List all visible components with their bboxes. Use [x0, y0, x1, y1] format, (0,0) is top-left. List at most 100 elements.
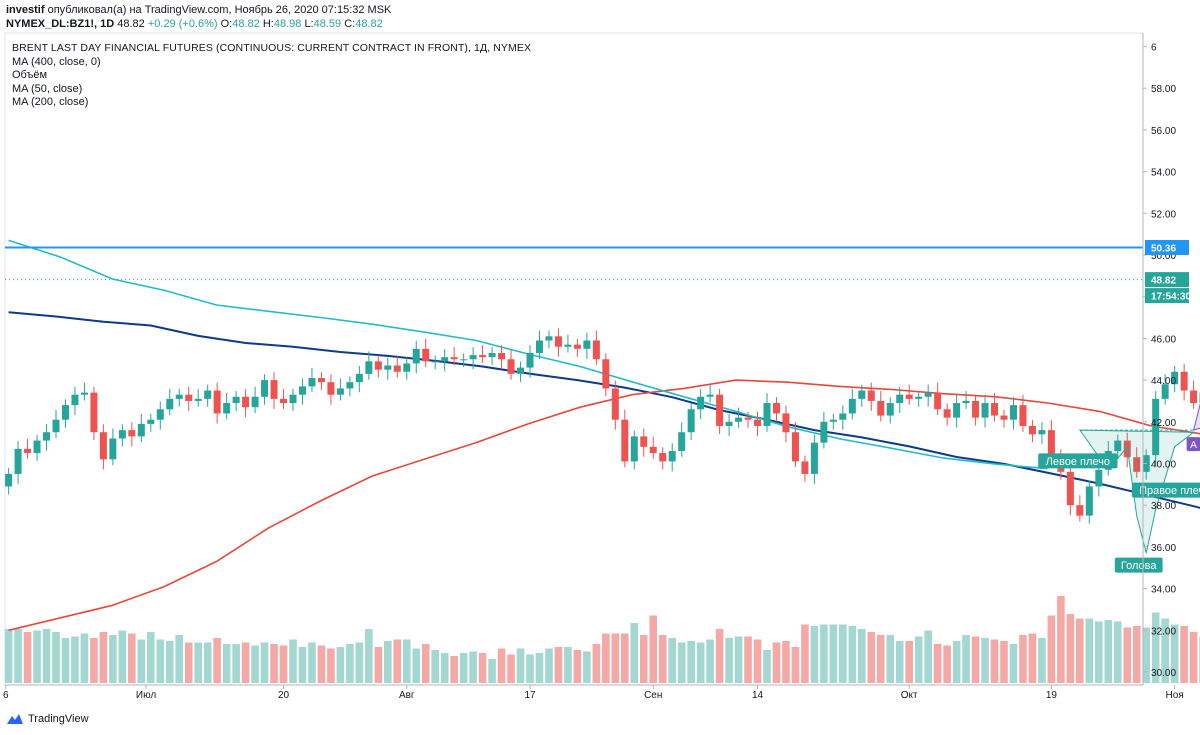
candle: [1161, 374, 1169, 405]
label-head: Голова: [1114, 557, 1163, 573]
volume-bar: [52, 632, 60, 683]
last-price-badge-bg: [1145, 272, 1189, 288]
candle-body: [261, 380, 269, 397]
legend-volume[interactable]: Объём: [12, 69, 48, 81]
volume-bar: [611, 633, 620, 683]
volume-bar: [488, 659, 496, 683]
volume-bar: [232, 644, 240, 683]
candle: [934, 382, 942, 416]
volume-bar: [109, 635, 117, 683]
candle-body: [365, 361, 373, 374]
published-text: опубликовал(а) на TradingView.com, Ноябр…: [47, 4, 392, 16]
candle-body: [317, 378, 325, 383]
symbol-name[interactable]: NYMEX_DL:BZ1!, 1D: [6, 18, 115, 30]
volume-bar: [867, 632, 876, 683]
label-right-shoulder-text: Правое плечо: [1139, 485, 1200, 497]
candle: [848, 388, 856, 420]
legend-ma200[interactable]: MA (200, close): [12, 96, 89, 108]
volume-bar: [526, 654, 534, 683]
footer-brand[interactable]: TradingView: [6, 713, 89, 725]
time-tick-label: 17: [524, 690, 536, 701]
candle: [820, 411, 828, 449]
candle-body: [640, 436, 648, 447]
candle-body: [327, 382, 335, 395]
candle: [839, 405, 847, 430]
time-tick-label: Сен: [644, 690, 662, 701]
candle: [1133, 447, 1141, 478]
volume-bar: [147, 632, 155, 683]
price-tick-label: 30.00: [1151, 668, 1176, 679]
candle-body: [298, 386, 306, 395]
candle: [393, 355, 401, 378]
candle: [43, 424, 51, 451]
label-right-shoulder-bg: [1131, 482, 1200, 498]
candle: [896, 386, 904, 414]
horizontal-levels: [5, 246, 1143, 281]
price-tick-label: 40.00: [1151, 460, 1176, 471]
candle-body: [716, 394, 724, 426]
candle-body: [128, 430, 136, 437]
candle-body: [384, 365, 392, 370]
volume-bar: [478, 653, 487, 683]
candle: [744, 411, 752, 428]
candle: [90, 386, 98, 441]
price-tick-label: 44.00: [1151, 376, 1176, 387]
candle-body: [659, 453, 667, 462]
candle: [1171, 365, 1179, 393]
resistance-price-badge: 50.36: [1145, 239, 1189, 255]
legend-ma50[interactable]: MA (50, close): [12, 82, 83, 95]
volume-bar: [450, 656, 458, 683]
candle-body: [1047, 430, 1055, 456]
candle-body: [602, 359, 610, 389]
candle-body: [915, 396, 923, 399]
volume-bar: [355, 642, 364, 683]
volume-bar: [507, 654, 515, 683]
volume-bar: [80, 633, 89, 683]
candle-body: [1161, 384, 1169, 399]
candle: [735, 407, 743, 428]
last-price-badge: 48.82: [1145, 272, 1189, 288]
candle-body: [109, 438, 117, 460]
candle-body: [441, 357, 449, 362]
candle-body: [479, 355, 487, 358]
candle-body: [972, 400, 980, 418]
volume-bar: [924, 630, 932, 683]
candle: [280, 388, 288, 409]
candle: [128, 422, 136, 447]
author-name[interactable]: investif: [6, 4, 45, 16]
candle: [223, 393, 231, 420]
candle-body: [498, 352, 506, 360]
candle-body: [1171, 371, 1179, 385]
candle-body: [962, 400, 970, 404]
volume-bar: [791, 647, 800, 683]
price-tick-label: 42.00: [1151, 418, 1176, 429]
label-left-shoulder-text: Левое плечо: [1046, 456, 1110, 468]
price-tick-label: 46.00: [1151, 334, 1176, 345]
candle: [772, 397, 780, 422]
candle-body: [43, 432, 51, 441]
candle: [412, 340, 420, 374]
candle-body: [611, 388, 619, 420]
candle-body: [213, 390, 221, 414]
candle: [782, 405, 790, 443]
abcd-label-text: A: [1190, 440, 1197, 451]
volume-bar: [194, 642, 202, 683]
volume-bar: [327, 648, 335, 683]
candle-body: [725, 421, 733, 426]
candle-body: [450, 357, 458, 360]
volume-bar: [402, 639, 411, 683]
ohlc-h-value: 48.98: [273, 18, 302, 30]
candle-body: [820, 421, 828, 443]
candle: [242, 388, 250, 418]
candle: [298, 378, 306, 405]
volume-bar: [61, 638, 70, 683]
volume-bar: [270, 644, 278, 683]
candle-body: [744, 417, 752, 420]
legend-ma400[interactable]: MA (400, close, 0): [12, 55, 101, 68]
volume-bar: [175, 635, 184, 683]
series-title[interactable]: BRENT LAST DAY FINANCIAL FUTURES (CONTIN…: [12, 42, 532, 54]
candle-body: [763, 403, 771, 426]
candle: [346, 376, 354, 397]
tradingview-logo-icon: [7, 714, 23, 724]
